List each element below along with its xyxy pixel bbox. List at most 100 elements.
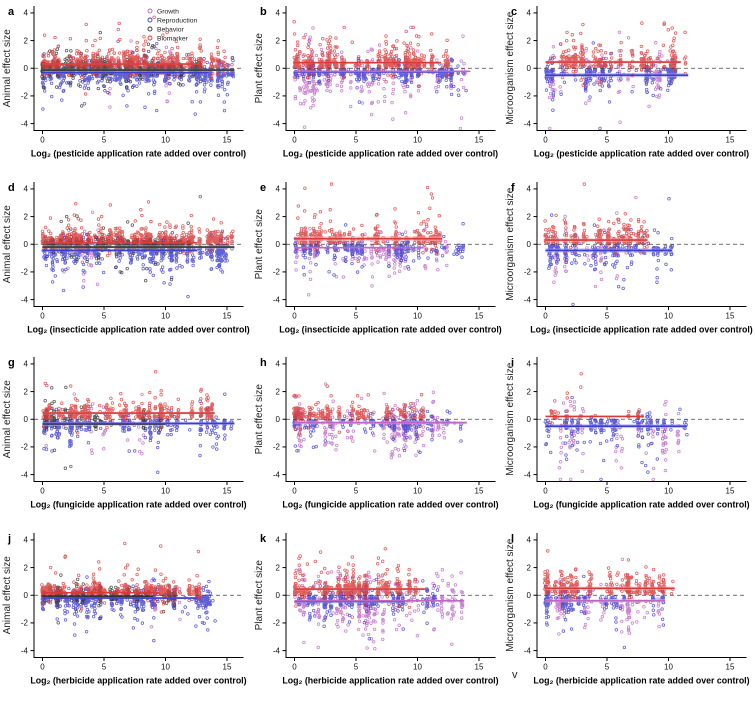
panel-label: k: [260, 533, 267, 545]
x-axis-label: Log₂ (fungicide application rate added o…: [30, 499, 246, 509]
panel-i: 0 5 10 15 -4 -2 0 2 4 Log₂ (fungicide application…: [503, 351, 755, 527]
x-tick-label: 0: [40, 486, 45, 495]
panel-a: 0 5 10 15 -4 -2 0 2 4 Log₂ (pesticide application…: [0, 0, 252, 176]
x-tick-label: 10: [664, 135, 673, 144]
panel-label: a: [8, 6, 15, 18]
x-tick-label: 5: [605, 662, 610, 671]
y-tick-label: 2: [527, 212, 532, 221]
y-axis-label: Plant effect size: [254, 33, 265, 104]
panel-d: 0 5 10 15 -4 -2 0 2 4 Log₂ (insecticide applicati…: [0, 176, 252, 352]
y-tick-label: 2: [275, 387, 280, 396]
x-axis-label: Log₂ (pesticide application rate added o…: [283, 148, 498, 158]
y-axis-label: Microorganism effect size: [505, 187, 516, 300]
y-axis-label: Plant effect size: [254, 208, 265, 279]
y-tick-label: 0: [24, 590, 29, 599]
x-tick-label: 5: [605, 311, 610, 320]
y-tick-label: -4: [21, 119, 29, 128]
y-tick-label: 0: [527, 415, 532, 424]
y-tick-label: 2: [275, 36, 280, 45]
y-tick-label: 0: [275, 590, 280, 599]
y-tick-label: 2: [24, 36, 29, 45]
legend: Growth Reproduction Behavior Biomarker: [147, 8, 198, 42]
x-tick-label: 0: [292, 486, 297, 495]
y-tick-label: -2: [524, 92, 532, 101]
panel-label: c: [511, 6, 517, 18]
y-tick-label: 2: [24, 387, 29, 396]
x-tick-label: 15: [474, 135, 483, 144]
x-tick-label: 15: [223, 311, 232, 320]
y-tick-label: 0: [24, 239, 29, 248]
x-axis-label: Log₂ (herbicide application rate added o…: [30, 675, 246, 685]
x-tick-label: 10: [161, 662, 170, 671]
series-reproduction: [292, 405, 463, 455]
series-biomarker: [40, 15, 234, 96]
y-tick-label: 2: [275, 212, 280, 221]
series-behavior: [42, 385, 164, 470]
y-tick-label: 4: [24, 535, 29, 544]
panel-c: 0 5 10 15 -4 -2 0 2 4 Log₂ (pesticide application…: [503, 0, 755, 176]
y-tick-label: -2: [524, 267, 532, 276]
y-tick-label: -2: [21, 443, 29, 452]
y-tick-label: 4: [275, 535, 280, 544]
x-tick-label: 0: [40, 135, 45, 144]
x-tick-label: 10: [161, 135, 170, 144]
x-tick-label: 5: [353, 311, 358, 320]
panel-label: f: [511, 182, 515, 194]
y-axis-label: Animal effect size: [2, 29, 13, 108]
axes: [285, 532, 496, 658]
y-tick-label: -4: [273, 119, 281, 128]
legend-label: Biomarker: [157, 35, 189, 42]
x-tick-label: 0: [292, 311, 297, 320]
y-tick-label: 4: [527, 360, 532, 369]
panel-e: 0 5 10 15 -4 -2 0 2 4 Log₂ (insecticide applicati…: [252, 176, 504, 352]
x-axis-label: Log₂ (insecticide application rate added…: [531, 324, 754, 334]
x-tick-label: 5: [353, 135, 358, 144]
x-tick-label: 15: [726, 486, 735, 495]
x-axis-label: Log₂ (herbicide application rate added o…: [534, 675, 750, 685]
x-tick-label: 0: [544, 311, 549, 320]
y-axis-label: Plant effect size: [254, 384, 265, 455]
y-tick-label: -4: [524, 295, 532, 304]
x-tick-label: 10: [413, 662, 422, 671]
x-tick-label: 15: [223, 486, 232, 495]
x-tick-label: 15: [223, 662, 232, 671]
y-tick-label: 2: [527, 36, 532, 45]
x-axis-label: Log₂ (fungicide application rate added o…: [534, 499, 750, 509]
legend-label: Reproduction: [157, 17, 198, 24]
y-tick-label: -2: [273, 92, 281, 101]
y-tick-label: 0: [24, 64, 29, 73]
x-tick-label: 10: [161, 311, 170, 320]
y-tick-label: -4: [21, 295, 29, 304]
y-tick-label: 0: [527, 590, 532, 599]
y-tick-label: 4: [527, 184, 532, 193]
x-tick-label: 5: [102, 662, 107, 671]
axes: [285, 181, 496, 307]
y-tick-label: 4: [275, 9, 280, 18]
y-tick-label: -4: [524, 119, 532, 128]
panel-g: 0 5 10 15 -4 -2 0 2 4 Log₂ (fungicide application…: [0, 351, 252, 527]
y-axis-label: Microorganism effect size: [505, 362, 516, 475]
panel-k: 0 5 10 15 -4 -2 0 2 4 Log₂ (herbicide application…: [252, 527, 504, 702]
axes: [33, 357, 244, 482]
y-tick-label: 4: [24, 9, 29, 18]
y-tick-label: 2: [527, 563, 532, 572]
axes: [536, 532, 747, 658]
x-tick-label: 0: [292, 662, 297, 671]
legend-marker-icon: [147, 35, 153, 41]
axes: [33, 181, 244, 307]
x-tick-label: 5: [353, 486, 358, 495]
x-axis-label: Log₂ (insecticide application rate added…: [27, 324, 250, 334]
x-tick-label: 10: [413, 486, 422, 495]
y-tick-label: -2: [524, 618, 532, 627]
y-axis-label: Microorganism effect size: [505, 538, 516, 651]
x-tick-label: 15: [474, 311, 483, 320]
x-tick-label: 15: [726, 135, 735, 144]
y-tick-label: 4: [24, 360, 29, 369]
y-tick-label: -2: [524, 443, 532, 452]
x-tick-label: 5: [605, 486, 610, 495]
axes: [285, 6, 496, 131]
x-tick-label: 15: [726, 311, 735, 320]
y-tick-label: 4: [275, 184, 280, 193]
y-tick-label: 0: [527, 239, 532, 248]
